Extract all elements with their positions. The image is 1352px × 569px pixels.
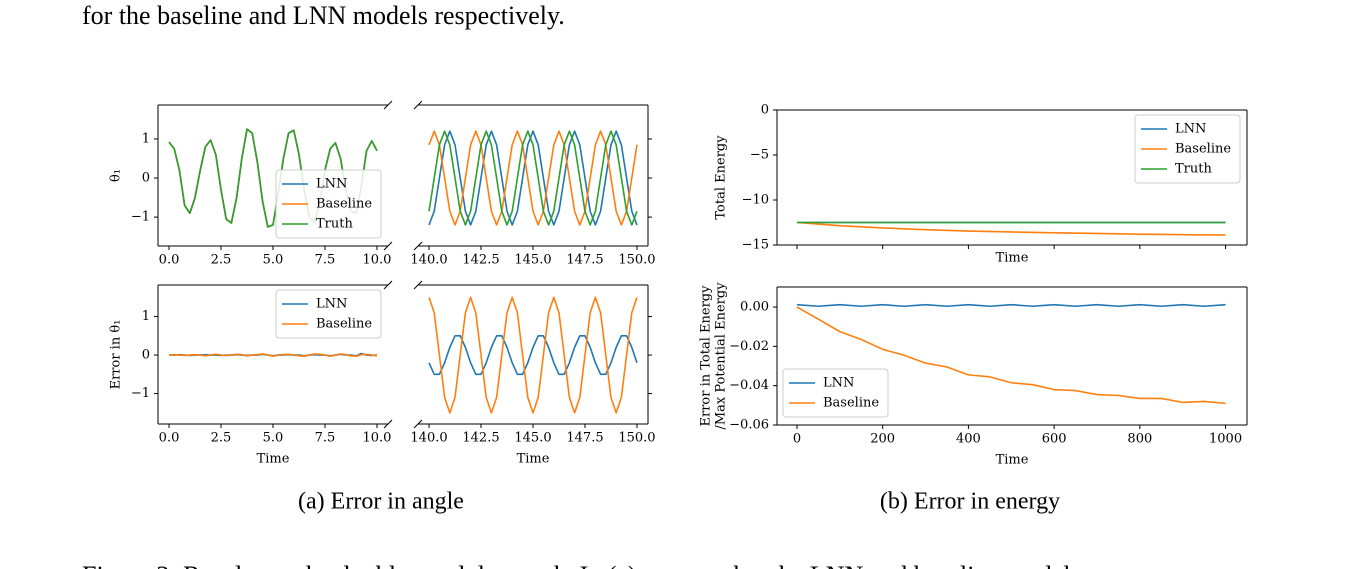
x-tick-label: 0 [793,432,801,447]
x-tick-label: 7.5 [315,253,336,268]
x-tick-label: 145.0 [514,431,551,446]
legend-label: Baseline [316,317,372,332]
y-tick-label: 0 [761,103,769,118]
x-axis-label: Time [996,251,1029,266]
x-tick-label: 600 [1042,432,1067,447]
paper-text: Figure 2: Results on the double pendulum… [82,561,1081,569]
x-tick-label: 400 [956,432,981,447]
series-line [428,130,638,226]
series-line [796,306,1226,405]
x-tick-label: 0.0 [159,431,180,446]
y-tick-label: −1 [131,386,150,401]
legend-box [275,289,382,339]
series-line [428,130,638,226]
y-tick-label: −0.06 [729,418,769,433]
x-tick-label: 142.5 [462,253,499,268]
y-axis-label: Error in θ₁ [109,320,124,390]
y-axis-label: θ₁ [109,169,124,182]
subcaption: (b) Error in energy [880,489,1060,515]
series-line [796,303,1226,308]
series-line [168,353,378,358]
legend-label: Baseline [823,396,879,411]
x-tick-label: 140.0 [410,253,447,268]
y-tick-label: 0 [142,348,150,363]
y-axis-label: /Max Potential Energy [714,282,729,430]
x-tick-label: 200 [870,432,895,447]
x-tick-label: 10.0 [363,253,392,268]
series-line [168,128,378,228]
x-axis-label: Time [996,453,1029,468]
x-tick-label: 150.0 [618,253,655,268]
x-tick-label: 1000 [1209,432,1242,447]
legend-label: LNN [823,376,854,391]
x-tick-label: 147.5 [566,431,603,446]
x-tick-label: 150.0 [618,431,655,446]
legend-label: Truth [1175,162,1212,177]
y-tick-label: −5 [750,148,769,163]
y-axis-label: Total Energy [714,135,729,220]
x-tick-label: 147.5 [566,253,603,268]
series-line [428,130,638,226]
legend-box [782,368,889,418]
y-tick-label: −10 [742,193,769,208]
legend-label: LNN [316,177,347,192]
legend-box [1134,114,1241,184]
series-line [428,296,638,414]
legend-label: LNN [316,297,347,312]
series-line [428,335,638,376]
x-tick-label: 145.0 [514,253,551,268]
x-tick-label: 2.5 [211,253,232,268]
legend: LNN Baseline [782,368,889,418]
legend: LNN Baseline Truth [1134,114,1241,184]
x-tick-label: 800 [1127,432,1152,447]
y-tick-label: 1 [142,131,150,146]
y-tick-label: −1 [131,210,150,225]
x-tick-label: 0.0 [159,253,180,268]
legend-label: Baseline [1175,142,1231,157]
y-tick-label: −0.04 [729,378,769,393]
legend-label: LNN [1175,122,1206,137]
legend: LNN Baseline [275,289,382,339]
y-tick-label: −0.02 [729,339,769,354]
x-axis-label: Time [257,452,290,467]
y-tick-label: 0.00 [740,300,769,315]
y-tick-label: 0 [142,171,150,186]
x-tick-label: 140.0 [410,431,447,446]
paper-text: for the baseline and LNN models respecti… [82,1,565,30]
x-tick-label: 7.5 [315,431,336,446]
legend: LNN Baseline Truth [275,169,382,239]
series-line [796,221,1226,236]
legend-box [275,169,382,239]
legend-label: Baseline [316,197,372,212]
subcaption: (a) Error in angle [298,489,464,515]
x-axis-label: Time [517,452,550,467]
legend-label: Truth [316,217,353,232]
x-tick-label: 5.0 [263,253,284,268]
x-tick-label: 5.0 [263,431,284,446]
y-axis-label: Error in Total Energy [699,285,714,427]
x-tick-label: 10.0 [363,431,392,446]
x-tick-label: 142.5 [462,431,499,446]
y-tick-label: −15 [742,238,769,253]
y-tick-label: 1 [142,309,150,324]
x-tick-label: 2.5 [211,431,232,446]
